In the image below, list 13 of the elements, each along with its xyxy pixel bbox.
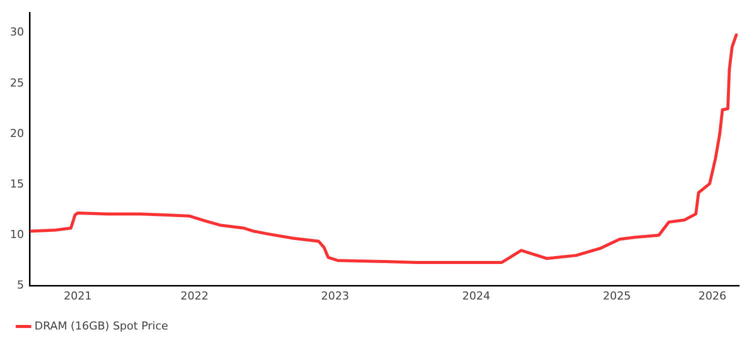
y-tick-label: 15 <box>10 177 24 190</box>
y-tick-label: 20 <box>10 126 24 140</box>
y-tick-label: 5 <box>16 278 24 292</box>
y-tick-label: 10 <box>10 228 24 242</box>
x-tick-label: 2022 <box>180 289 209 302</box>
x-tick-label: 2026 <box>698 289 726 302</box>
x-tick-label: 2021 <box>64 289 92 302</box>
legend-label: DRAM (16GB) Spot Price <box>34 319 168 332</box>
x-tick-label: 2023 <box>321 289 350 302</box>
x-tick-label: 2024 <box>462 289 490 302</box>
y-tick-label: 30 <box>10 26 24 39</box>
x-tick-label: 2025 <box>602 289 631 302</box>
y-tick-label: 25 <box>10 76 24 90</box>
